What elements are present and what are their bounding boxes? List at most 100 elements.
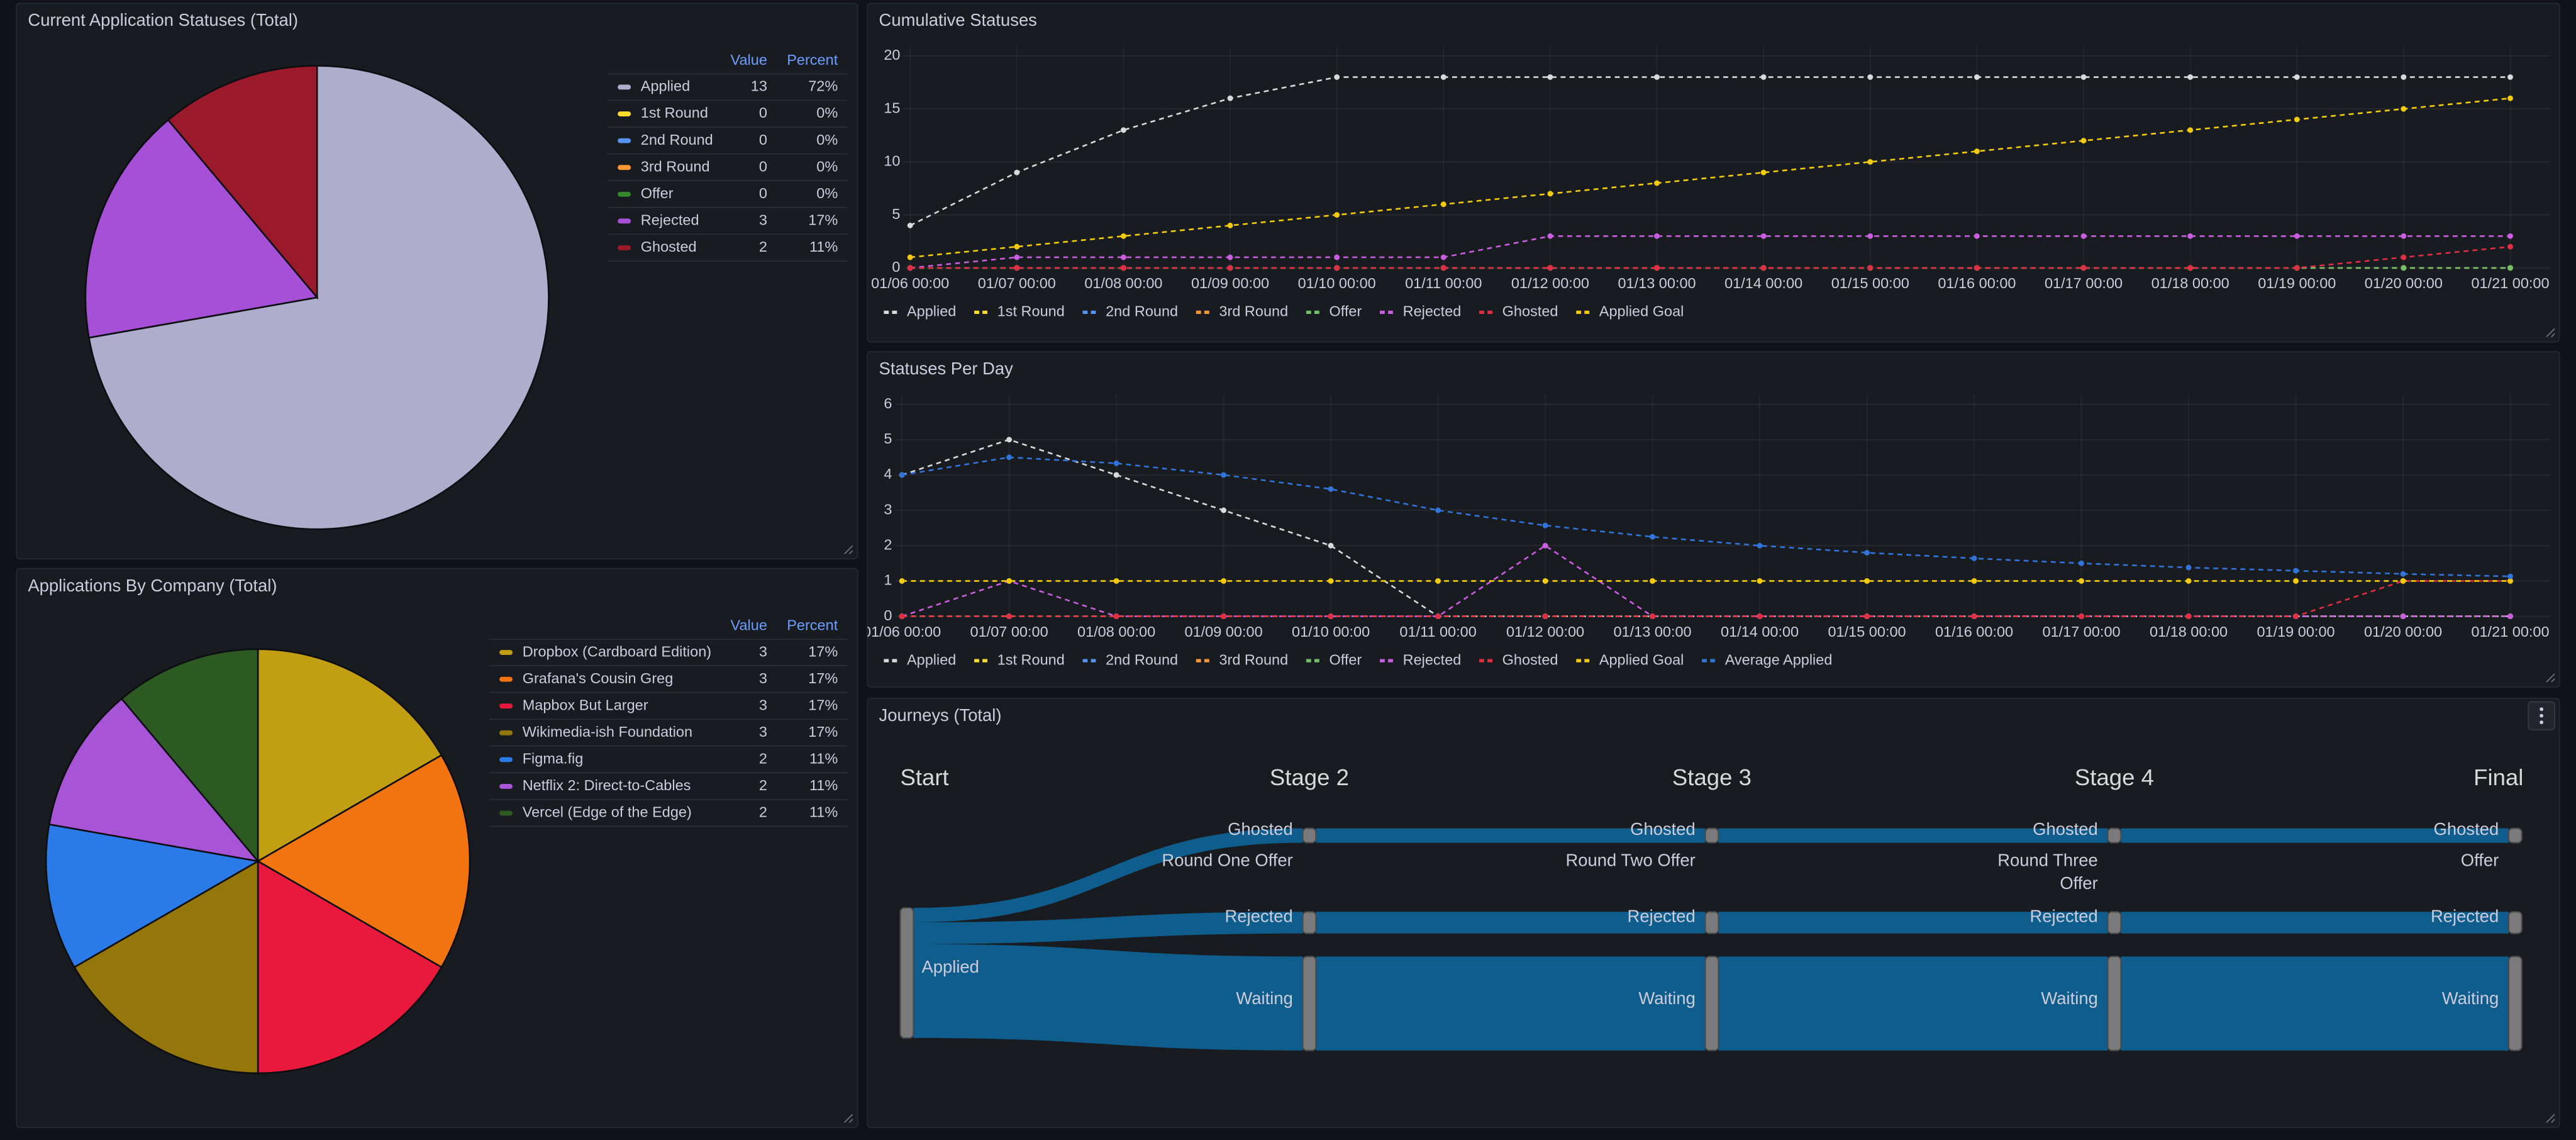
sankey-node (2107, 827, 2122, 844)
sankey-link (913, 944, 1303, 1051)
legend-label: Applied Goal (1599, 303, 1684, 320)
point (1974, 233, 1980, 239)
legend-value: 2 (759, 238, 767, 255)
sankey-node (1302, 827, 1317, 844)
legend-swatch (499, 784, 513, 789)
sankey-link (2121, 828, 2509, 843)
legend-swatch (618, 84, 631, 90)
panels: Current Application Statuses (Total) Valu… (16, 3, 2560, 1129)
legend-value: 3 (759, 212, 767, 228)
point (1542, 613, 1548, 620)
point (2401, 265, 2407, 271)
column-header: Stage 3 (1672, 764, 1752, 790)
point (1221, 578, 1227, 584)
point (2401, 233, 2407, 239)
legend-label: Offer (1329, 651, 1362, 668)
point (1542, 578, 1548, 584)
point (1435, 507, 1441, 513)
resize-handle (2546, 328, 2555, 338)
point (2400, 613, 2406, 620)
point (1654, 265, 1660, 271)
point (907, 222, 913, 228)
point (2400, 578, 2406, 584)
y-tick-label: 0 (892, 259, 900, 275)
x-tick-label: 01/21 00:00 (2471, 623, 2549, 640)
legend-percent: 17% (808, 670, 838, 686)
point (1113, 460, 1119, 466)
legend-label: Average Applied (1725, 651, 1833, 668)
legend-header: Value (731, 617, 767, 633)
series-line (910, 245, 2511, 269)
point (1547, 233, 1553, 239)
series-line (901, 456, 2511, 578)
legend-label: Dropbox (Cardboard Edition) (523, 643, 711, 659)
point (1974, 265, 1980, 271)
node-label-box: Waiting (1638, 988, 1696, 1009)
legend-swatch (499, 757, 513, 763)
panel-content: Current Application Statuses (Total) Valu… (28, 10, 853, 554)
series-line (909, 76, 2511, 226)
panel (867, 350, 2560, 688)
node-label: Round One Offer (1162, 851, 1293, 871)
y-tick-label: 2 (884, 536, 892, 552)
node-label-box: Ghosted (2033, 821, 2098, 841)
point (2507, 233, 2513, 239)
point (2079, 560, 2084, 566)
point (1867, 233, 1874, 239)
node-label: Offer (2460, 851, 2499, 871)
legend-label: Netflix 2: Direct-to-Cables (523, 777, 691, 793)
panel-title: Current Application Statuses (Total) (28, 10, 298, 30)
panel-title: Journeys (Total) (879, 705, 1002, 725)
point (1120, 127, 1126, 133)
x-tick-label: 01/19 00:00 (2258, 275, 2336, 291)
point (899, 578, 905, 584)
point (1757, 578, 1763, 584)
point (1867, 159, 1874, 165)
point (1864, 613, 1870, 620)
point (1547, 191, 1553, 197)
legend-swatch (618, 218, 631, 224)
point (1227, 222, 1233, 228)
node-label-box: Ghosted (1630, 821, 1696, 841)
point (1760, 233, 1767, 239)
legend-label: Rejected (1403, 651, 1462, 668)
point (1334, 74, 1340, 80)
column-header: Stage 4 (2075, 764, 2154, 790)
resize-handle (844, 1114, 853, 1123)
y-tick-label: 4 (884, 466, 892, 482)
point (1334, 212, 1340, 218)
legend-percent: 17% (808, 643, 838, 659)
y-tick-label: 15 (884, 99, 900, 116)
point (1971, 613, 1977, 620)
legend-value: 0 (759, 131, 767, 148)
point (2079, 578, 2084, 584)
legend-value: 3 (759, 643, 767, 659)
legend-value: 0 (759, 158, 767, 174)
point (1227, 95, 1233, 101)
legend-label: 2nd Round (1106, 303, 1178, 320)
point (2507, 613, 2513, 620)
x-tick-label: 01/16 00:00 (1935, 623, 2013, 640)
point (1440, 265, 1446, 271)
legend-value: 3 (759, 670, 767, 686)
sankey-link (913, 912, 1303, 944)
point (1971, 556, 1977, 561)
legend-label: 3rd Round (641, 158, 710, 174)
point (1120, 254, 1126, 260)
panel-menu-button[interactable] (2528, 701, 2556, 730)
point (2185, 564, 2192, 571)
node-label: Waiting (1638, 988, 1696, 1009)
node-label-box: Waiting (2442, 989, 2499, 1009)
x-tick-label: 01/20 00:00 (2365, 275, 2443, 291)
sankey-link (2121, 912, 2509, 934)
node-label-box: Offer (2460, 851, 2499, 871)
x-tick-label: 01/14 00:00 (1724, 275, 1802, 291)
pie-slice (45, 823, 260, 969)
panel-title: Cumulative Statuses (879, 10, 1037, 30)
point (2401, 74, 2407, 80)
pie-slice (257, 859, 443, 1075)
point (1974, 148, 1980, 154)
point (2507, 243, 2513, 250)
x-tick-label: 01/08 00:00 (1077, 623, 1155, 640)
legend-label: Offer (1329, 303, 1362, 320)
